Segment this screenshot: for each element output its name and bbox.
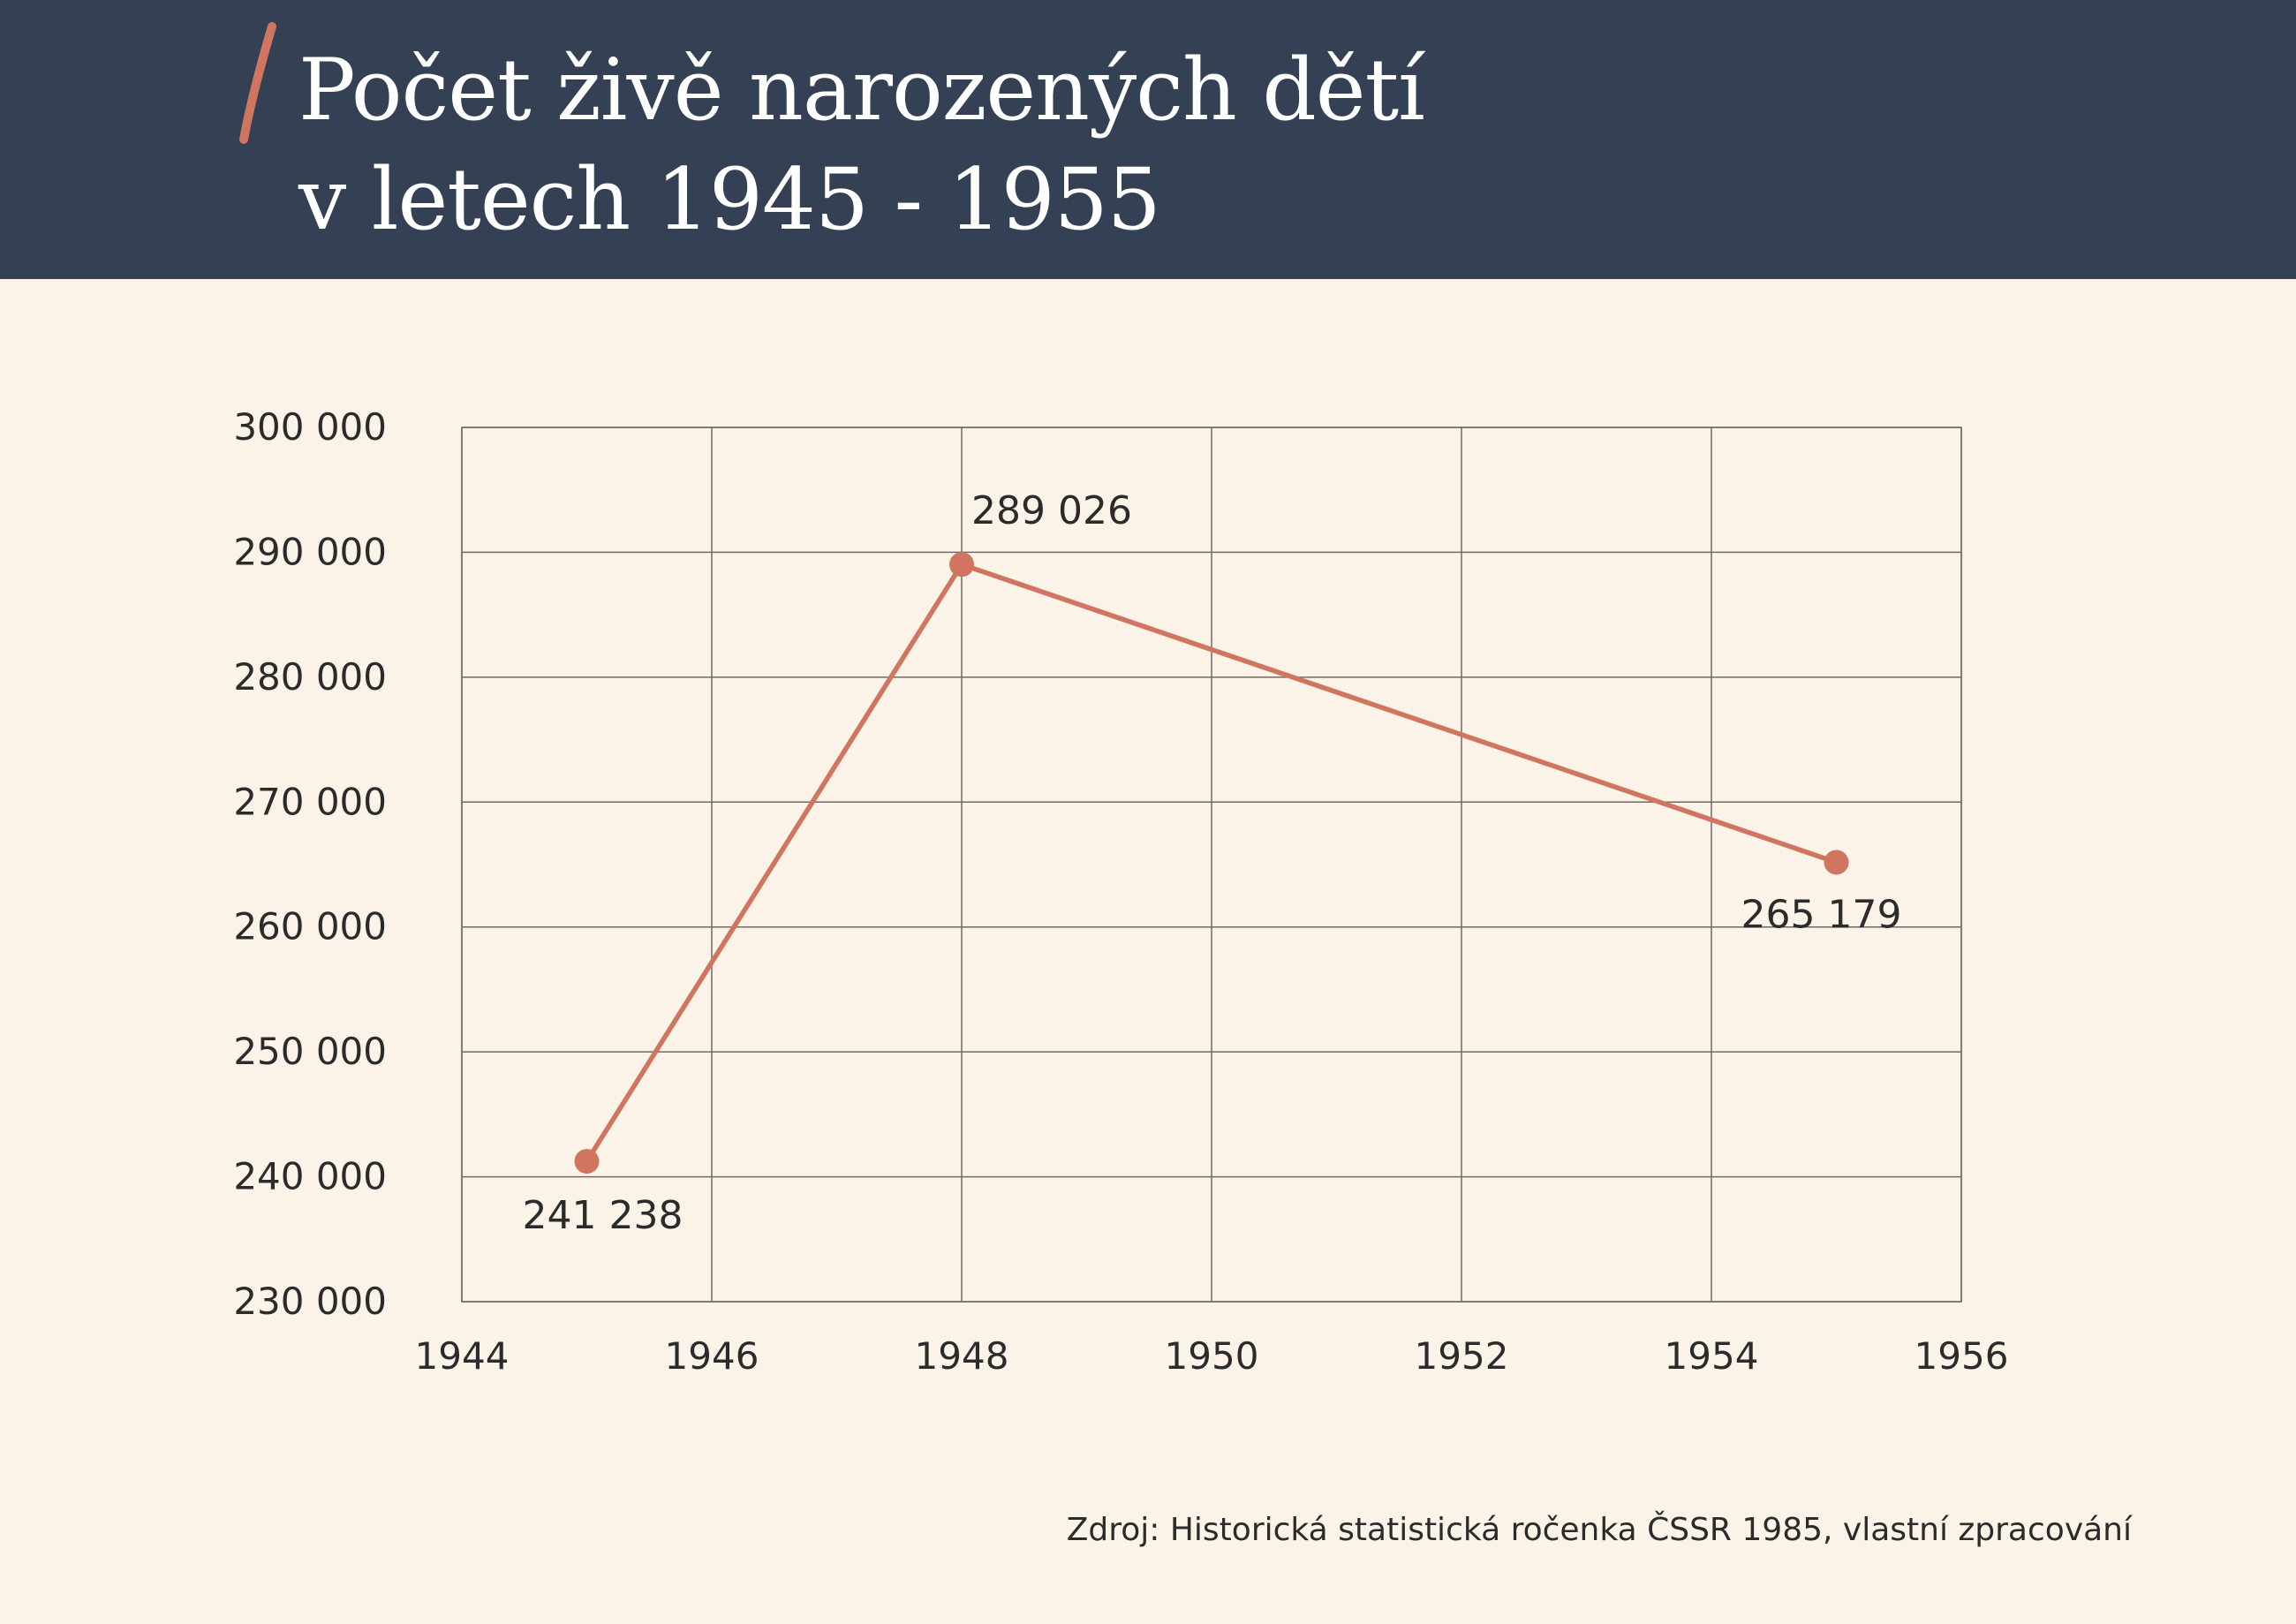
y-tick-label: 300 000 xyxy=(233,405,387,449)
x-tick-label: 1954 xyxy=(1665,1334,1759,1378)
chart-grid xyxy=(461,427,1962,1303)
header-banner: Počet živě narozených dětí v letech 1945… xyxy=(0,0,2296,279)
accent-brush-icon xyxy=(239,22,276,144)
data-labels: 241 238 289 026 265 179 xyxy=(523,488,1902,1238)
title-line-1: Počet živě narozených dětí xyxy=(298,41,1425,140)
y-tick-label: 230 000 xyxy=(233,1280,387,1323)
data-label: 265 179 xyxy=(1741,892,1902,937)
plot-frame xyxy=(461,427,1962,1303)
data-point xyxy=(949,552,974,578)
x-tick-label: 1944 xyxy=(415,1334,510,1378)
y-axis-ticks: 230 000 240 000 250 000 260 000 270 000 280 0… xyxy=(233,405,387,1323)
y-tick-label: 290 000 xyxy=(233,530,387,573)
series-layer xyxy=(574,552,1849,1175)
y-tick-label: 240 000 xyxy=(233,1155,387,1198)
data-point xyxy=(574,1149,600,1175)
page-title: Počet živě narozených dětí v letech 1945… xyxy=(298,35,1425,254)
x-tick-label: 1946 xyxy=(665,1334,759,1378)
y-tick-label: 270 000 xyxy=(233,780,387,823)
x-axis-ticks: 1944 1946 1948 1950 1952 1954 1956 xyxy=(415,1334,2009,1378)
x-tick-label: 1950 xyxy=(1165,1334,1259,1378)
y-tick-label: 280 000 xyxy=(233,655,387,699)
data-label: 289 026 xyxy=(971,488,1132,533)
y-tick-label: 260 000 xyxy=(233,905,387,948)
data-label: 241 238 xyxy=(523,1193,684,1238)
x-tick-label: 1948 xyxy=(915,1334,1009,1378)
x-tick-label: 1952 xyxy=(1415,1334,1509,1378)
data-point xyxy=(1824,850,1849,875)
x-tick-label: 1956 xyxy=(1915,1334,2009,1378)
y-tick-label: 250 000 xyxy=(233,1030,387,1073)
source-note: Zdroj: Historická statistická ročenka ČS… xyxy=(1066,1512,2132,1548)
title-line-2: v letech 1945 - 1955 xyxy=(298,150,1161,249)
